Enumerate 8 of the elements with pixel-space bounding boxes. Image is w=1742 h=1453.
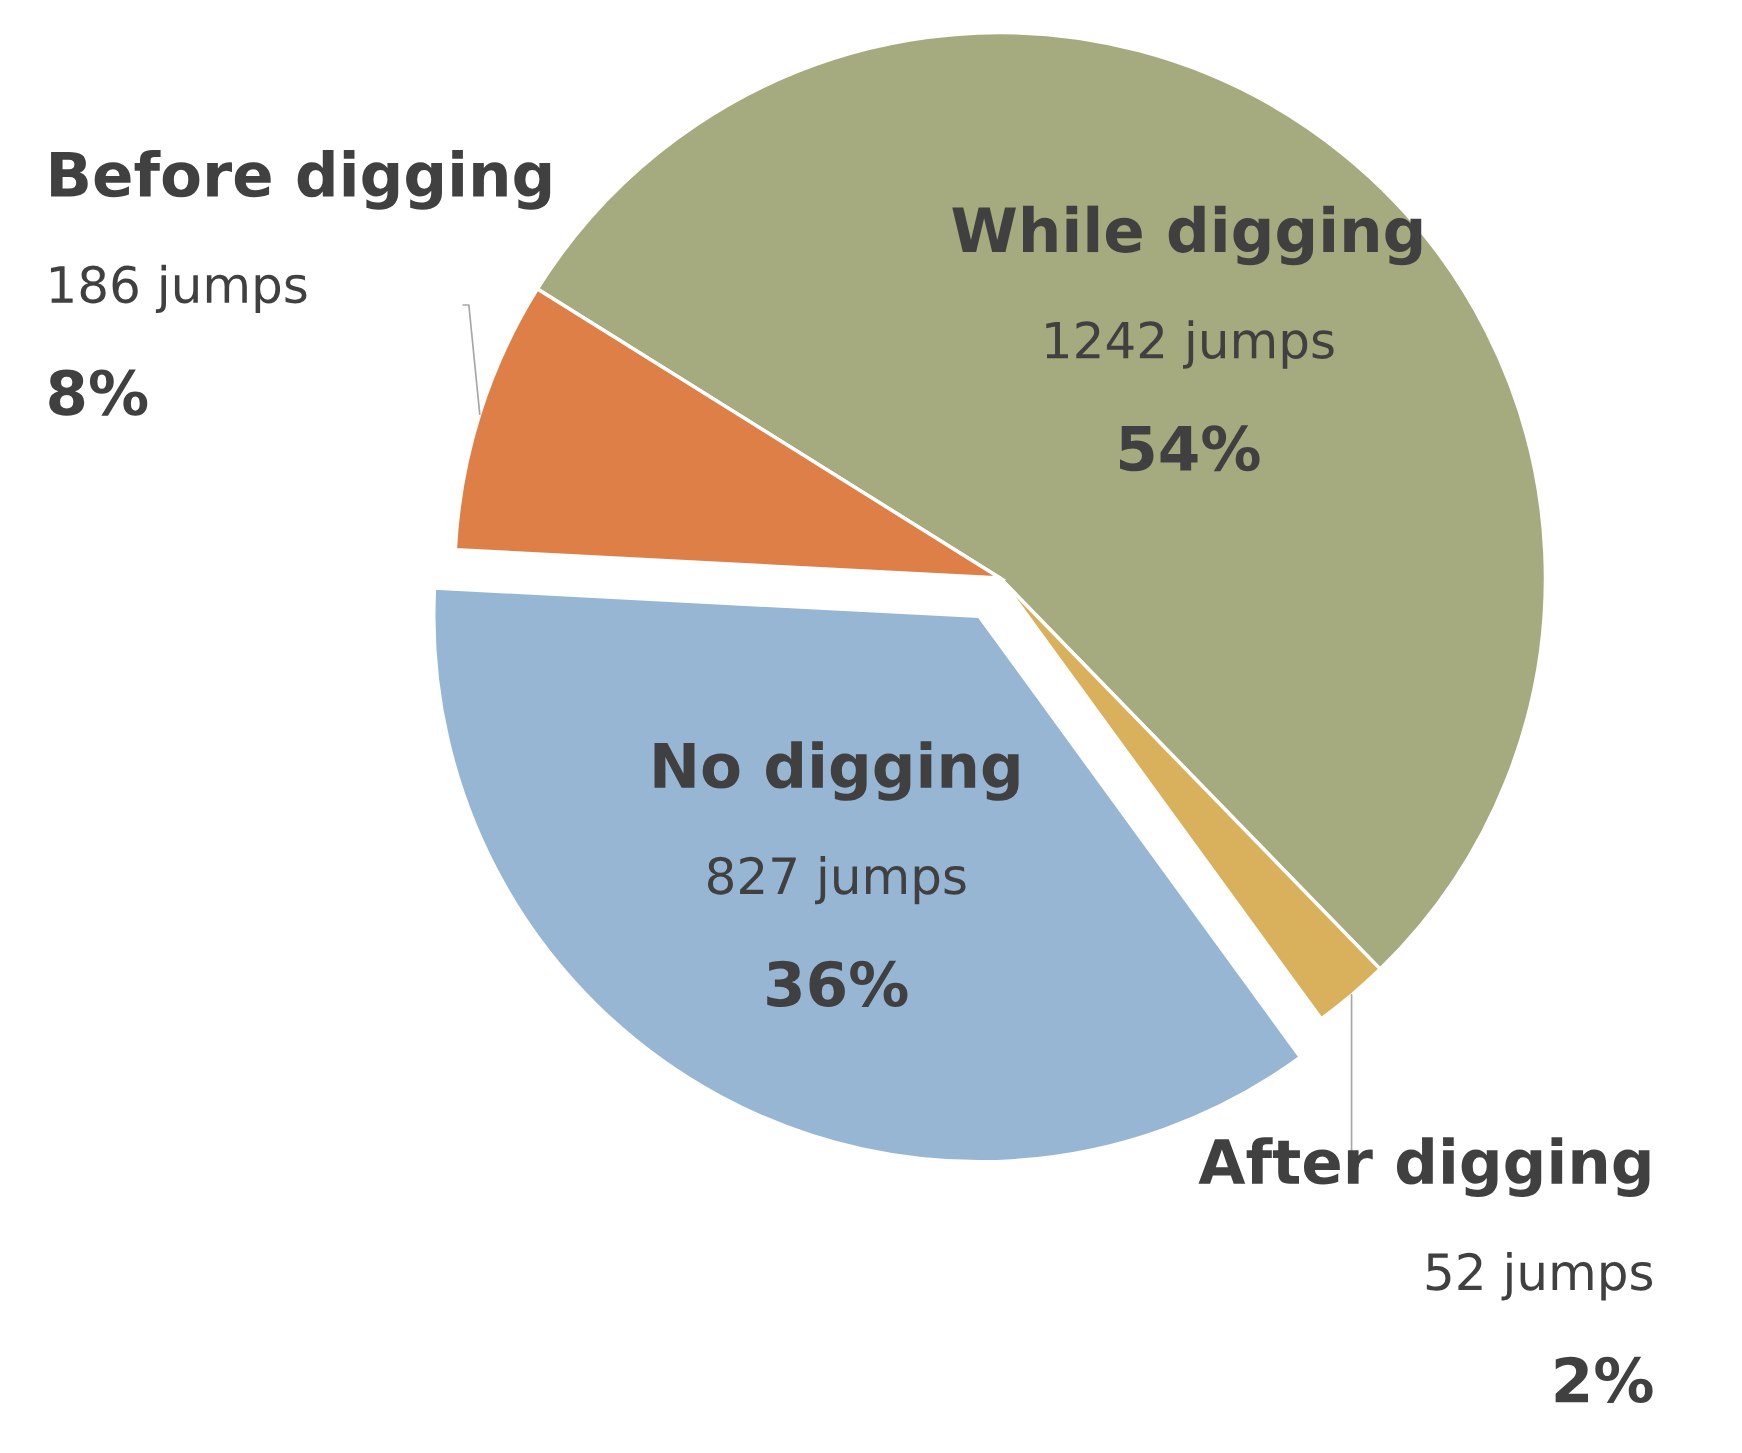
slice-label: While digging [952, 205, 1422, 266]
data-label: 827 jumps 36% [707, 855, 966, 1007]
data-label: 186 jumps 8% [49, 264, 307, 416]
slice-label: After digging [1198, 1137, 1650, 1197]
slice-label: Before digging [51, 150, 551, 210]
slice-label: No digging [654, 741, 1019, 801]
data-label: 1242 jumps 54% [1046, 320, 1334, 472]
data-label: 52 jumps 2% [1426, 1251, 1653, 1403]
